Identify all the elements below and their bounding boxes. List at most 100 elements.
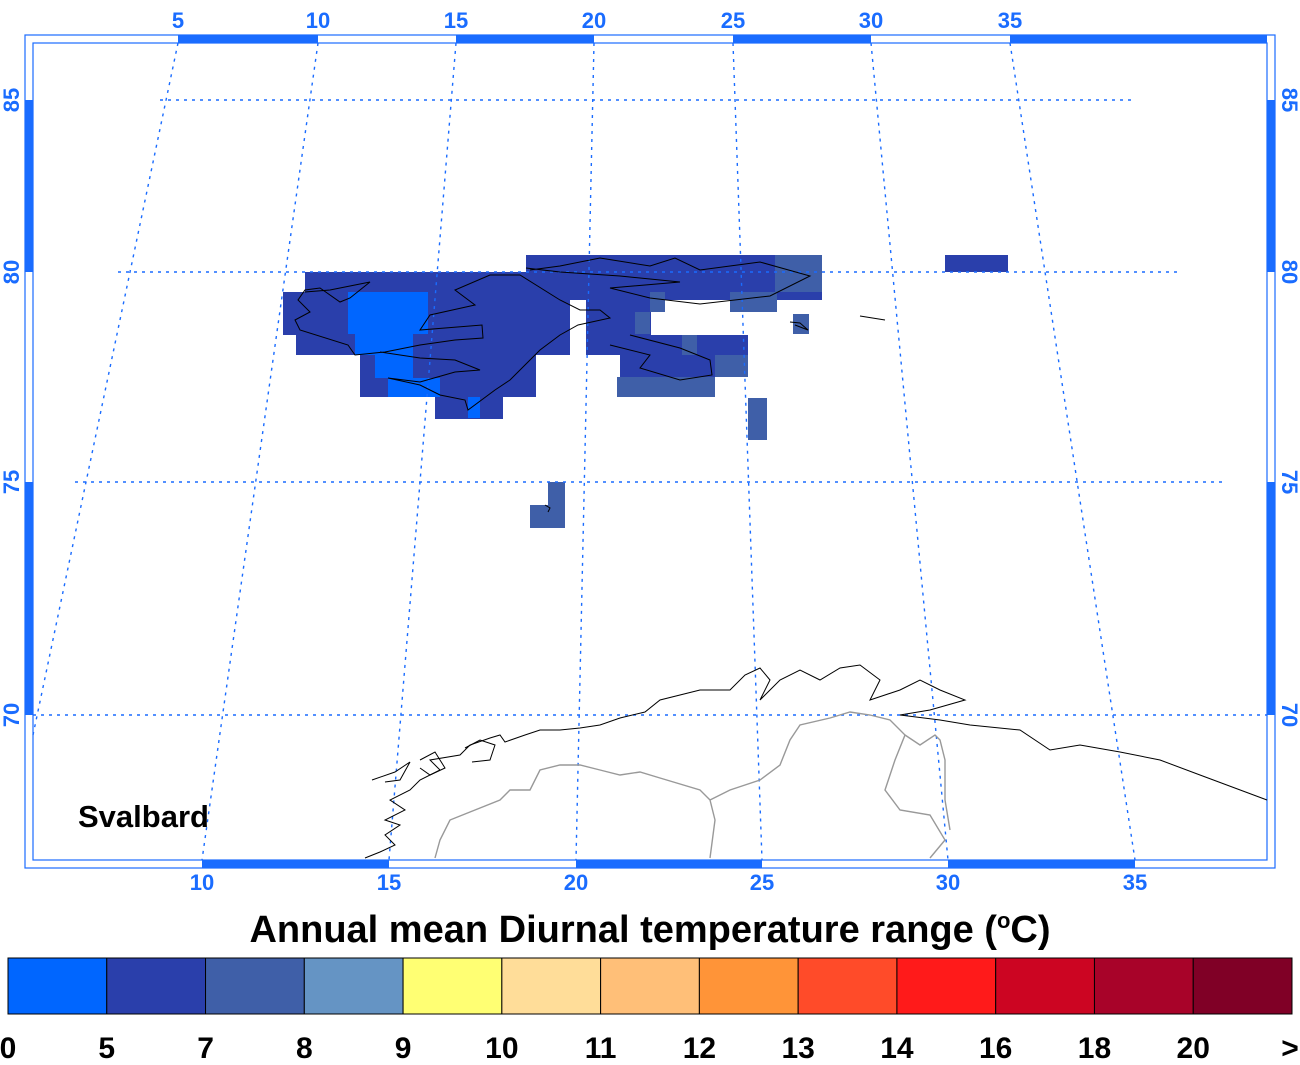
color-legend: 0 5 7 8 9 10 11 12 13 14 16 18 20 > — [0, 957, 1299, 1065]
right-lat-tick: 70 — [1277, 703, 1300, 727]
axis-bar — [1010, 35, 1267, 43]
norway-sweden-border — [434, 764, 716, 859]
data-cell — [296, 335, 570, 355]
data-cell — [748, 398, 767, 440]
longitude-line — [575, 42, 595, 861]
data-cell — [715, 355, 748, 377]
axis-bar — [456, 35, 594, 43]
legend-swatch — [402, 957, 503, 1015]
legend-swatch — [501, 957, 602, 1015]
data-cell — [530, 505, 565, 528]
left-lat-tick: 85 — [0, 88, 24, 112]
nordaustlandet-coast — [525, 257, 812, 305]
axis-bar — [178, 35, 318, 43]
graticule — [32, 42, 1267, 861]
sweden-finland-border — [709, 711, 946, 859]
legend-swatch — [1192, 957, 1293, 1015]
legend-label: 9 — [395, 1032, 412, 1065]
longitude-line — [388, 42, 457, 861]
legend-swatch — [205, 957, 305, 1015]
legend-swatch — [797, 957, 898, 1015]
longitude-line — [870, 42, 949, 861]
top-lon-tick: 10 — [306, 8, 330, 33]
top-lon-tick: 25 — [721, 8, 745, 33]
data-cell — [617, 377, 715, 397]
legend-label: 20 — [1177, 1032, 1210, 1065]
legend-label: 10 — [485, 1032, 518, 1065]
legend-swatch — [698, 957, 799, 1015]
legend-swatch — [995, 957, 1095, 1015]
vesteralen — [419, 751, 446, 776]
data-cell — [305, 272, 526, 292]
axis-bar — [1267, 100, 1275, 272]
axis-bars — [25, 35, 1275, 868]
senja — [464, 739, 496, 763]
top-lon-tick: 30 — [859, 8, 883, 33]
axis-bar — [25, 482, 33, 715]
top-lon-tick: 20 — [582, 8, 606, 33]
data-cell — [375, 355, 413, 378]
data-cell — [635, 312, 650, 334]
bottom-lon-tick: 30 — [936, 870, 960, 895]
legend-swatch — [896, 957, 997, 1015]
axis-bar — [202, 860, 389, 868]
top-lon-tick: 35 — [998, 8, 1022, 33]
data-cell — [945, 255, 1008, 272]
right-lat-tick: 85 — [1277, 88, 1300, 112]
outer-frame — [24, 34, 1276, 869]
bottom-lon-tick: 20 — [564, 870, 588, 895]
left-lat-tick: 70 — [0, 703, 24, 727]
axis-bar — [576, 860, 762, 868]
legend-label: 12 — [683, 1032, 716, 1065]
data-cells — [283, 255, 1008, 528]
data-cell — [388, 378, 440, 397]
coastlines — [294, 257, 1268, 859]
country-borders — [434, 711, 951, 859]
svalbard-coast — [294, 274, 612, 411]
region-label: Svalbard — [78, 799, 209, 834]
longitude-line — [1009, 42, 1136, 861]
legend-label: 8 — [296, 1032, 313, 1065]
axis-bar — [1267, 482, 1275, 715]
legend-swatch — [106, 957, 207, 1015]
longitude-line — [732, 42, 763, 861]
bottom-lon-tick: 15 — [377, 870, 401, 895]
legend-label: 14 — [880, 1032, 914, 1065]
title-unit-end: C) — [1010, 909, 1050, 951]
data-cell — [730, 292, 777, 312]
legend-label: 11 — [585, 1032, 617, 1065]
title-main: Annual mean Diurnal temperature range ( — [249, 909, 997, 951]
lofoten — [371, 761, 411, 783]
bear-island — [544, 504, 551, 513]
legend-label: 7 — [197, 1032, 214, 1065]
finland-russia-border — [904, 734, 951, 831]
legend-swatch — [7, 957, 108, 1015]
top-lon-tick: 5 — [172, 8, 184, 33]
legend-swatch — [1093, 957, 1194, 1015]
legend-label: 0 — [0, 1032, 16, 1065]
edgeoya-coast — [609, 334, 713, 381]
legend-label: 5 — [98, 1032, 115, 1065]
data-cell — [468, 397, 480, 418]
legend-label: 13 — [781, 1032, 814, 1065]
kong-karls-coast — [789, 321, 809, 331]
legend-label: 18 — [1078, 1032, 1111, 1065]
legend-swatch — [600, 957, 700, 1015]
left-lat-tick: 80 — [0, 260, 24, 284]
data-cell — [348, 292, 428, 334]
axis-ticks: 5 10 15 20 25 30 35 10 15 20 25 30 35 85 85 80 80 75 75 70 7… — [0, 8, 1300, 895]
right-lat-tick: 75 — [1277, 470, 1300, 494]
map-title: Annual mean Diurnal temperature range (o… — [249, 908, 1050, 951]
left-lat-tick: 75 — [0, 470, 24, 494]
bottom-lon-tick: 35 — [1123, 870, 1147, 895]
title-unit-sup: o — [997, 908, 1010, 933]
axis-bar — [948, 860, 1135, 868]
legend-label: > — [1281, 1032, 1299, 1065]
top-lon-tick: 15 — [444, 8, 468, 33]
right-lat-tick: 80 — [1277, 260, 1300, 284]
axis-bar — [25, 100, 33, 272]
kvitoya-coast — [859, 315, 886, 321]
legend-swatch — [303, 957, 404, 1015]
legend-label: 16 — [979, 1032, 1012, 1065]
